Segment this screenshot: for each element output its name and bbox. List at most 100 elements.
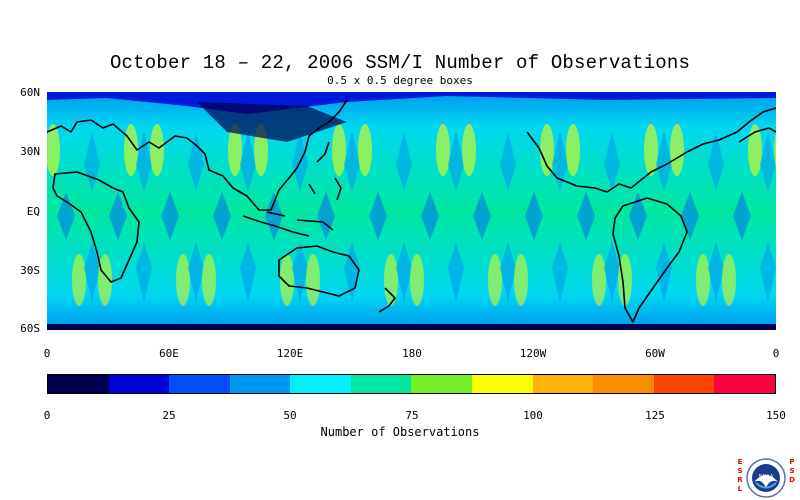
colorbar-tick-150: 150 [766,409,786,422]
low-density-gap [421,192,439,240]
low-density-gap [109,192,127,240]
high-density-swath [384,254,398,306]
high-density-swath [358,124,372,176]
low-density-gap [525,192,543,240]
lon-label-60e: 60E [159,347,179,360]
lat-label-eq: EQ [26,205,40,218]
colorbar-segment [653,375,715,393]
high-density-swath [98,254,112,306]
colorbar-segment [532,375,594,393]
lat-label-30n: 30N [20,145,40,158]
low-density-gap [708,132,724,192]
high-density-swath [722,254,736,306]
high-density-swath [540,124,554,176]
high-density-swath [696,254,710,306]
high-density-swath [72,254,86,306]
low-density-gap [577,192,595,240]
page-subtitle: 0.5 x 0.5 degree boxes [327,74,473,87]
colorbar-tick-100: 100 [523,409,543,422]
low-density-gap [188,132,204,192]
noaa-emblem-icon: NOAA [746,458,786,498]
high-density-swath [280,254,294,306]
lon-label-0: 0 [43,347,51,360]
high-density-swath [332,124,346,176]
low-density-gap [292,242,308,302]
low-density-gap [84,132,100,192]
low-density-gap [84,242,100,302]
colorbar-segment [411,375,473,393]
high-density-swath [670,124,684,176]
lon-label-60w: 60W [645,347,665,360]
low-density-gap [240,242,256,302]
noaa-emblem-text: NOAA [759,474,774,480]
low-density-gap [396,132,412,192]
low-density-gap [369,192,387,240]
colorbar-segment [472,375,533,393]
lon-label-0-east: 0 [772,347,780,360]
colorbar-segment [593,375,654,393]
colorbar-title: Number of Observations [320,425,480,439]
high-density-swath [774,131,776,169]
low-density-gap [500,132,516,192]
colorbar-segment [290,375,351,393]
lon-label-120e: 120E [276,347,304,360]
low-density-gap [733,192,751,240]
low-density-gap [500,242,516,302]
lat-label-60n: 60N [20,86,40,99]
lat-label-30s: 30S [20,264,40,277]
high-density-swath [592,254,606,306]
low-density-gap [760,132,776,192]
colorbar-segment [108,375,170,393]
low-density-gap [213,192,231,240]
high-latitude-bands [47,92,776,330]
lon-label-120w: 120W [519,347,547,360]
low-density-gap [708,242,724,302]
high-density-swath [410,254,424,306]
low-density-gap [344,242,360,302]
high-density-swath [202,254,216,306]
high-density-swath [124,124,138,176]
colorbar-segment [169,375,230,393]
high-density-swath [514,254,528,306]
high-density-swath [488,254,502,306]
coastlines [47,99,776,323]
colorbar-tick-125: 125 [645,409,665,422]
low-density-gap [656,132,672,192]
high-density-swath [228,124,242,176]
page-title: October 18 – 22, 2006 SSM/I Number of Ob… [109,52,691,74]
low-density-gap [344,132,360,192]
high-density-swath [47,124,60,176]
colorbar-segment [714,375,775,393]
low-density-gap [396,242,412,302]
orbit-swath-pattern [47,124,776,306]
low-density-gap [136,132,152,192]
observation-map [47,92,776,330]
high-density-swath [748,124,762,176]
lon-label-180: 180 [402,347,422,360]
high-density-swath [176,254,190,306]
colorbar-tick-75: 75 [405,409,419,422]
colorbar-tick-50: 50 [283,409,297,422]
lat-label-60s: 60S [20,322,40,335]
colorbar-segment [48,375,109,393]
low-density-gap [604,242,620,302]
high-density-swath [436,124,450,176]
high-density-swath [462,124,476,176]
low-density-gap [188,242,204,302]
high-density-swath [566,124,580,176]
low-density-gap [760,242,776,302]
low-density-gap [629,192,647,240]
low-density-gap [604,132,620,192]
low-density-gap [552,242,568,302]
colorbar-segment [229,375,291,393]
low-density-gap [473,192,491,240]
low-density-gap [161,192,179,240]
colorbar [47,374,776,394]
high-density-swath [644,124,658,176]
high-density-swath [306,254,320,306]
colorbar-segment [350,375,412,393]
colorbar-tick-0: 0 [43,409,51,422]
